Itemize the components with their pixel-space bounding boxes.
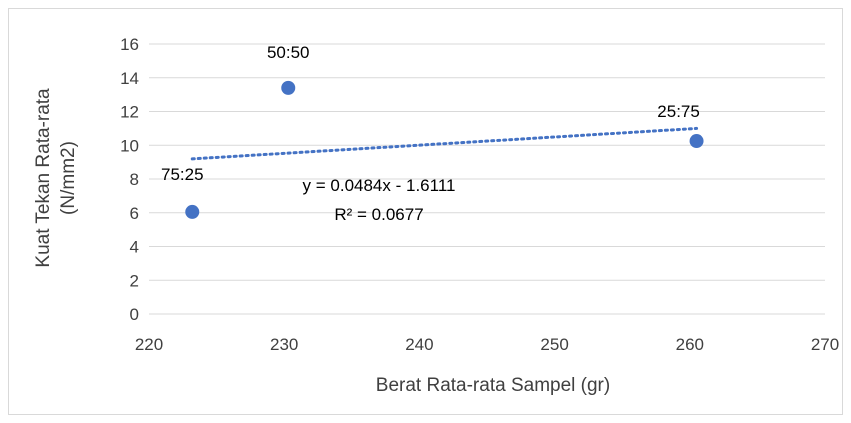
y-tick-label: 10 — [120, 136, 139, 155]
x-tick-label: 270 — [811, 335, 839, 354]
x-axis-title: Berat Rata-rata Sampel (gr) — [376, 375, 610, 396]
trendline-r-squared: R² = 0.0677 — [334, 205, 423, 224]
y-tick-label: 14 — [120, 69, 139, 88]
data-point-50-50 — [281, 80, 296, 95]
trendline — [190, 126, 699, 161]
y-tick-label: 4 — [130, 238, 139, 257]
gridlines — [149, 43, 825, 315]
data-point-75-25 — [185, 204, 200, 219]
x-tick-labels: 220 230 240 250 260 270 — [135, 335, 839, 354]
data-point-25-75 — [689, 134, 704, 149]
point-label: 50:50 — [267, 43, 310, 62]
x-tick-label: 250 — [540, 335, 568, 354]
x-tick-label: 260 — [676, 335, 704, 354]
y-tick-label: 0 — [130, 305, 139, 324]
data-points — [185, 80, 704, 219]
x-tick-label: 230 — [270, 335, 298, 354]
trendline-equation: y = 0.0484x - 1.6111 — [303, 176, 456, 195]
y-axis-title-line-1: Kuat Tekan Rata-rata — [33, 88, 54, 268]
point-labels: 75:25 50:50 25:75 — [161, 43, 700, 184]
x-tick-label: 220 — [135, 335, 163, 354]
y-tick-label: 2 — [130, 271, 139, 290]
y-axis-title-line-2: (N/mm2) — [58, 141, 79, 215]
y-tick-label: 8 — [130, 170, 139, 189]
y-tick-label: 12 — [120, 103, 139, 122]
point-label: 25:75 — [657, 102, 700, 121]
chart-frame: 0 2 4 6 8 10 12 14 16 220 230 240 250 260 270 75:25 50… — [8, 8, 843, 415]
y-tick-label: 16 — [120, 35, 139, 54]
scatter-chart: 0 2 4 6 8 10 12 14 16 220 230 240 250 260 270 75:25 50… — [33, 35, 839, 396]
x-tick-label: 240 — [405, 335, 433, 354]
y-tick-label: 6 — [130, 204, 139, 223]
point-label: 75:25 — [161, 165, 204, 184]
trendline-group — [190, 126, 699, 161]
y-tick-labels: 0 2 4 6 8 10 12 14 16 — [120, 35, 139, 324]
